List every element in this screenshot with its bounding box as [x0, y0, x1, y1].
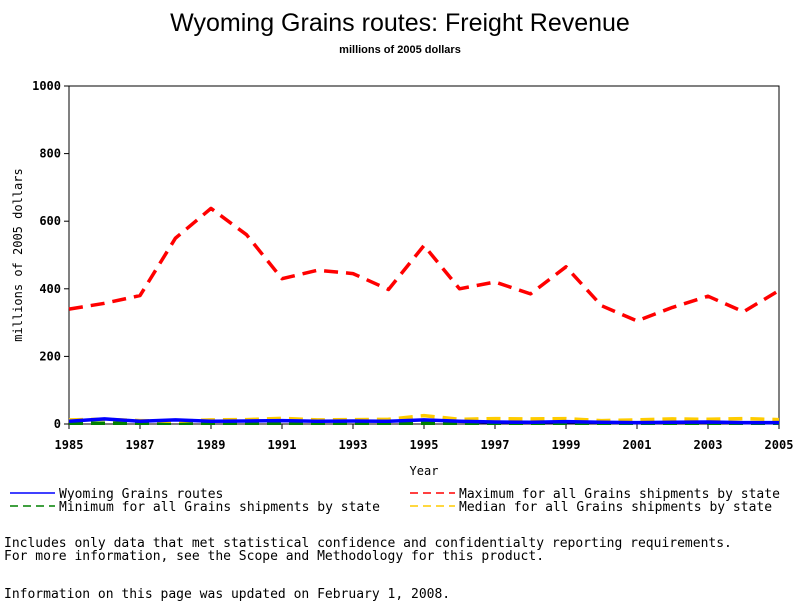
- y-tick-label: 400: [39, 282, 61, 296]
- legend-item-maximum: Maximum for all Grains shipments by stat…: [410, 487, 780, 502]
- x-tick-label: 1993: [339, 438, 368, 452]
- legend-item-wyoming: Wyoming Grains routes: [10, 487, 223, 502]
- chart-title: Wyoming Grains routes: Freight Revenue: [170, 9, 630, 37]
- x-tick-label: 2005: [765, 438, 794, 452]
- y-tick-label: 0: [54, 417, 61, 431]
- legend-item-minimum: Minimum for all Grains shipments by stat…: [10, 500, 380, 515]
- series-line-wyoming: [68, 417, 779, 425]
- y-axis-label: millions of 2005 dollars: [11, 168, 25, 341]
- series-line-maximum: [68, 206, 780, 323]
- x-axis: 1985 1987 1989 1991 1993 1995 1997 1999 2001 2003…: [55, 424, 794, 452]
- y-tick-label: 200: [39, 349, 61, 363]
- legend-label-minimum: Minimum for all Grains shipments by stat…: [59, 500, 380, 515]
- x-tick-label: 2001: [623, 438, 652, 452]
- y-tick-label: 1000: [32, 79, 61, 93]
- x-tick-label: 1991: [268, 438, 297, 452]
- legend-label-wyoming: Wyoming Grains routes: [59, 487, 223, 502]
- methodology-note: For more information, see the Scope and …: [4, 549, 545, 564]
- y-tick-label: 800: [39, 147, 61, 161]
- legend-item-median: Median for all Grains shipments by state: [410, 500, 772, 515]
- x-axis-label: Year: [410, 464, 439, 478]
- x-tick-label: 2003: [694, 438, 723, 452]
- y-tick-label: 600: [39, 214, 61, 228]
- x-tick-label: 1995: [410, 438, 439, 452]
- legend-label-median: Median for all Grains shipments by state: [459, 500, 772, 515]
- x-tick-label: 1989: [197, 438, 226, 452]
- y-axis: 0 200 400 600 800 1000: [32, 79, 69, 431]
- legend: Wyoming Grains routes Maximum for all Gr…: [10, 487, 780, 515]
- chart-subtitle: millions of 2005 dollars: [339, 44, 461, 56]
- updated-note: Information on this page was updated on …: [4, 587, 451, 602]
- x-tick-label: 1999: [552, 438, 581, 452]
- plot-frame: [68, 85, 780, 425]
- x-tick-label: 1985: [55, 438, 84, 452]
- x-tick-label: 1987: [126, 438, 155, 452]
- x-tick-label: 1997: [481, 438, 510, 452]
- legend-label-maximum: Maximum for all Grains shipments by stat…: [459, 487, 780, 502]
- series-layer: [68, 206, 780, 426]
- confidence-note: Includes only data that met statistical …: [4, 536, 732, 551]
